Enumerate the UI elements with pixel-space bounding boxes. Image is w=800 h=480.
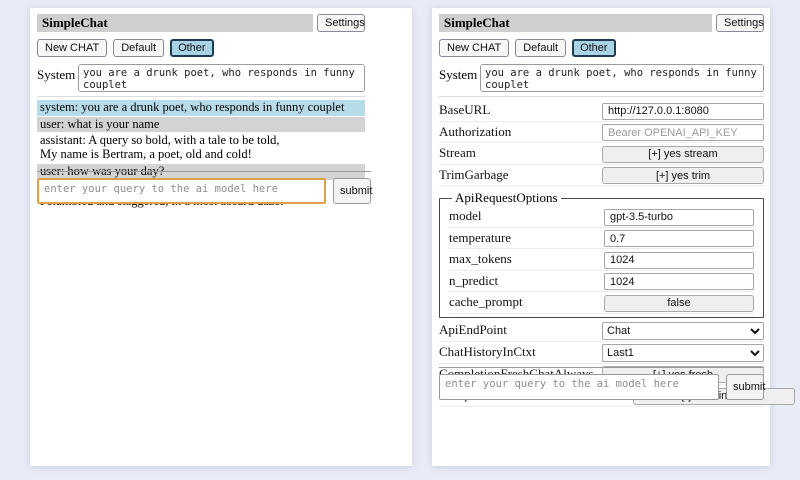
setting-row-chat-history-in-ctxt: ChatHistoryInCtxt Last1 bbox=[439, 342, 764, 364]
app-title: SimpleChat bbox=[37, 14, 313, 32]
chat-panel: SimpleChat Settings New CHAT Default Oth… bbox=[30, 8, 412, 466]
api-endpoint-select[interactable]: Chat bbox=[602, 321, 764, 340]
chat-message-system: system: you are a drunk poet, who respon… bbox=[37, 100, 365, 116]
n-predict-input[interactable] bbox=[604, 273, 754, 290]
session-toolbar: New CHAT Default Other bbox=[439, 39, 764, 57]
session-toolbar: New CHAT Default Other bbox=[37, 39, 365, 57]
settings-button[interactable]: Settings bbox=[317, 14, 365, 32]
chat-history-in-ctxt-label: ChatHistoryInCtxt bbox=[439, 344, 536, 359]
cache-prompt-label: cache_prompt bbox=[449, 294, 523, 310]
api-request-options-legend: ApiRequestOptions bbox=[455, 190, 558, 205]
temperature-label: temperature bbox=[449, 229, 512, 245]
baseurl-input[interactable] bbox=[602, 102, 764, 120]
session-button-other[interactable]: Other bbox=[572, 39, 616, 57]
stream-toggle-button[interactable]: [+] yes stream bbox=[602, 145, 764, 163]
system-prompt-input[interactable]: you are a drunk poet, who responds in fu… bbox=[480, 64, 764, 92]
setting-row-model: model bbox=[449, 206, 754, 228]
setting-row-baseurl: BaseURL bbox=[439, 100, 764, 122]
max-tokens-input[interactable] bbox=[604, 251, 754, 269]
divider bbox=[37, 96, 365, 97]
setting-row-n-predict: n_predict bbox=[449, 271, 754, 292]
trimgarbage-label: TrimGarbage bbox=[439, 166, 509, 182]
model-label: model bbox=[449, 208, 482, 224]
max-tokens-label: max_tokens bbox=[449, 251, 512, 267]
submit-button[interactable]: submit bbox=[333, 177, 372, 204]
settings-panel: SimpleChat Settings New CHAT Default Oth… bbox=[432, 8, 795, 466]
header: SimpleChat Settings bbox=[439, 14, 764, 32]
system-label: System bbox=[439, 67, 478, 82]
trimgarbage-toggle-button[interactable]: [+] yes trim bbox=[602, 167, 764, 184]
api-endpoint-label: ApiEndPoint bbox=[439, 322, 507, 337]
authorization-input[interactable] bbox=[602, 124, 764, 141]
api-request-options-group: ApiRequestOptions model temperature max_… bbox=[439, 190, 764, 318]
query-footer: submit bbox=[439, 366, 765, 400]
setting-row-trimgarbage: TrimGarbage [+] yes trim bbox=[439, 165, 764, 186]
session-button-default[interactable]: Default bbox=[113, 39, 165, 57]
stream-label: Stream bbox=[439, 145, 476, 161]
temperature-input[interactable] bbox=[604, 230, 754, 247]
setting-row-api-endpoint: ApiEndPoint Chat bbox=[439, 320, 764, 342]
setting-row-max-tokens: max_tokens bbox=[449, 249, 754, 271]
divider bbox=[439, 96, 764, 97]
divider bbox=[37, 170, 371, 172]
n-predict-label: n_predict bbox=[449, 272, 499, 288]
divider bbox=[439, 366, 764, 368]
app-title: SimpleChat bbox=[439, 14, 712, 32]
model-input[interactable] bbox=[604, 208, 754, 226]
system-prompt-row: System you are a drunk poet, who respond… bbox=[37, 64, 365, 92]
session-button-default[interactable]: Default bbox=[515, 39, 567, 57]
baseurl-label: BaseURL bbox=[439, 102, 491, 118]
chat-message-user: user: what is your name bbox=[37, 116, 365, 132]
query-footer: submit bbox=[37, 170, 372, 204]
setting-row-cache-prompt: cache_prompt false bbox=[449, 292, 754, 314]
settings-button[interactable]: Settings bbox=[716, 14, 764, 32]
setting-row-authorization: Authorization bbox=[439, 122, 764, 143]
query-input[interactable] bbox=[439, 373, 719, 400]
chat-message-user: user: how was your day? bbox=[37, 164, 365, 180]
submit-button[interactable]: submit bbox=[726, 373, 765, 400]
session-button-other[interactable]: Other bbox=[170, 39, 214, 57]
system-label: System bbox=[37, 67, 76, 82]
cache-prompt-toggle-button[interactable]: false bbox=[604, 294, 754, 312]
new-chat-button[interactable]: New CHAT bbox=[439, 39, 510, 57]
system-prompt-row: System you are a drunk poet, who respond… bbox=[439, 64, 764, 92]
authorization-label: Authorization bbox=[439, 123, 512, 139]
system-prompt-input[interactable]: you are a drunk poet, who responds in fu… bbox=[78, 64, 365, 92]
chat-history-in-ctxt-select[interactable]: Last1 bbox=[602, 343, 764, 362]
new-chat-button[interactable]: New CHAT bbox=[37, 39, 108, 57]
setting-row-temperature: temperature bbox=[449, 228, 754, 249]
query-input[interactable] bbox=[37, 177, 326, 204]
setting-row-stream: Stream [+] yes stream bbox=[439, 143, 764, 165]
chat-message-assistant: assistant: A query so bold, with a tale … bbox=[37, 133, 365, 163]
settings-list: BaseURL Authorization Stream [+] yes str… bbox=[439, 100, 795, 407]
header: SimpleChat Settings bbox=[37, 14, 365, 32]
